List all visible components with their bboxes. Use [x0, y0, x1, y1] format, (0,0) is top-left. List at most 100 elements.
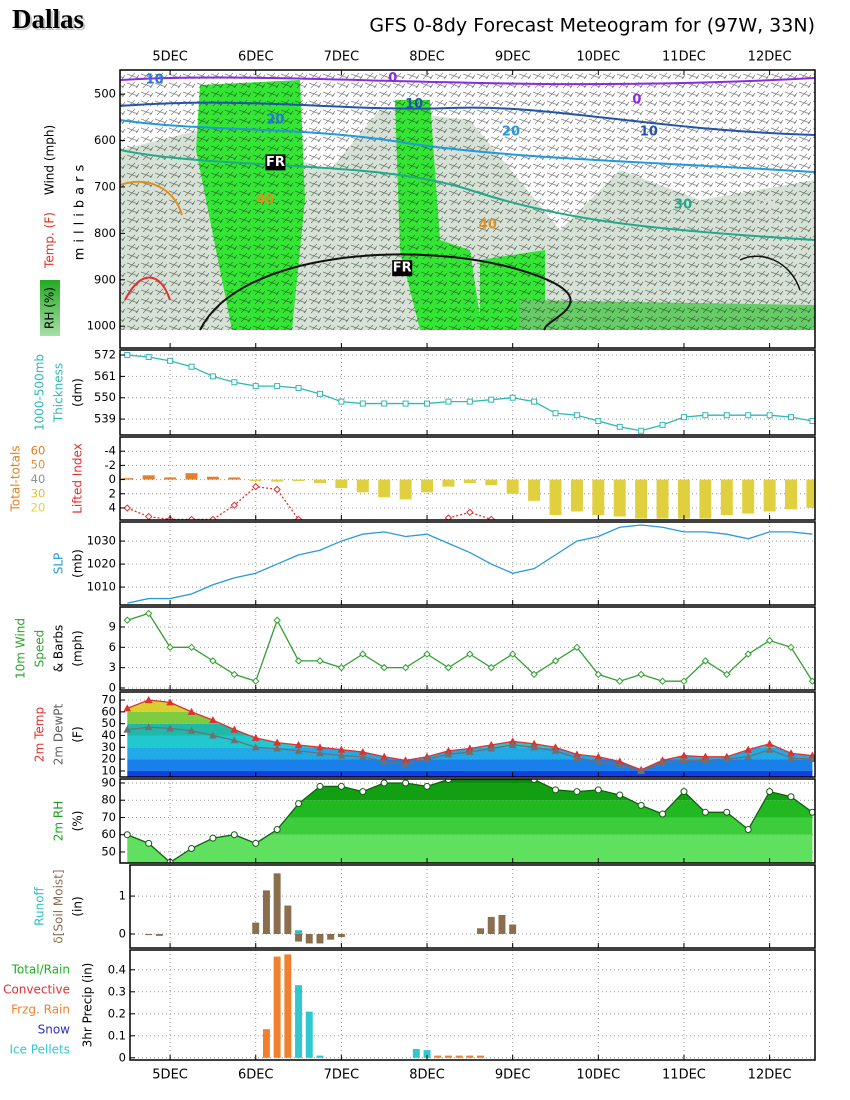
y-tick-label: 3 — [109, 660, 116, 674]
legend-entry: Total/Rain — [11, 963, 70, 977]
bar — [528, 479, 541, 501]
y-tick-label: 6 — [109, 640, 116, 654]
marker — [594, 786, 602, 794]
marker — [809, 418, 815, 425]
x-tick-label: 5DEC — [152, 1068, 188, 1083]
marker — [209, 716, 217, 724]
bar — [378, 479, 391, 498]
y-tick-label: 40 — [101, 728, 116, 742]
x-tick-label: 12DEC — [748, 50, 792, 65]
marker — [701, 756, 710, 764]
bar — [477, 928, 485, 934]
cross-section-decor — [120, 70, 815, 331]
marker — [637, 801, 645, 809]
x-tick-label: 8DEC — [409, 50, 445, 65]
marker — [551, 786, 559, 794]
bar — [284, 905, 292, 934]
bar — [273, 956, 281, 1058]
bar — [485, 479, 498, 486]
y2-tick-label: 50 — [31, 458, 46, 472]
panel-2 — [120, 437, 815, 520]
x-tick-label: 9DEC — [495, 50, 531, 65]
legend-entry: Convective — [3, 983, 70, 997]
marker — [531, 398, 538, 405]
y-tick-label: 1000 — [87, 319, 116, 333]
bar — [434, 1055, 442, 1058]
y-axis-label: Wind (mph) — [43, 125, 57, 195]
y-tick-label: 9 — [109, 619, 116, 633]
marker — [787, 793, 795, 801]
marker — [744, 752, 753, 760]
isotherm — [120, 76, 815, 86]
legend-entry: Snow — [38, 1023, 71, 1037]
marker — [788, 414, 795, 421]
marker — [209, 373, 216, 380]
bar — [399, 479, 412, 500]
y-tick-label: 50 — [101, 716, 116, 730]
y2-tick-label: 20 — [31, 501, 46, 515]
y-axis-label: millibars — [73, 160, 88, 260]
marker — [487, 744, 496, 752]
isotherm — [739, 255, 801, 291]
marker — [294, 657, 303, 665]
marker — [616, 423, 623, 430]
y-axis-label: (in) — [71, 896, 85, 916]
x-tick-label: 6DEC — [238, 50, 274, 65]
marker — [637, 670, 645, 679]
bar — [423, 1050, 431, 1058]
y-tick-label: 0.4 — [108, 962, 126, 976]
bar — [677, 479, 690, 519]
marker — [466, 508, 474, 517]
bar — [228, 477, 241, 480]
panel-7 — [130, 865, 815, 948]
bar — [305, 1011, 313, 1058]
marker — [658, 758, 667, 766]
bar — [699, 479, 712, 519]
marker — [338, 398, 345, 405]
marker — [744, 745, 753, 753]
y-tick-label: 900 — [94, 272, 116, 286]
x-tick-label: 7DEC — [324, 1068, 360, 1083]
y-tick-label: 0 — [119, 1050, 126, 1064]
y-axis-label: & Barbs — [52, 625, 66, 673]
marker — [680, 788, 688, 796]
marker — [252, 839, 260, 847]
marker — [765, 745, 774, 753]
marker — [230, 831, 238, 839]
marker — [509, 394, 516, 401]
marker — [487, 515, 495, 520]
y-tick-label: 10 — [101, 763, 116, 777]
marker — [573, 753, 581, 761]
y-tick-label: 1 — [119, 889, 126, 903]
bar — [466, 1055, 474, 1058]
x-tick-label: 12DEC — [748, 1068, 792, 1083]
marker — [723, 412, 730, 419]
panel-4 — [120, 607, 815, 690]
series-line — [448, 511, 492, 520]
area-band — [127, 770, 813, 777]
contour-label: 10 — [405, 97, 423, 112]
y-tick-label: 539 — [94, 412, 116, 426]
isotherm — [120, 101, 815, 136]
bar — [249, 479, 262, 481]
legend-entry: Ice Pellets — [9, 1043, 70, 1057]
marker — [188, 845, 196, 853]
marker — [209, 731, 217, 739]
y2-tick-label: 60 — [31, 443, 46, 457]
bar — [142, 475, 155, 480]
y-axis-label: δ[Soil Moist] — [52, 869, 66, 943]
marker — [551, 746, 560, 754]
bar — [421, 479, 434, 493]
marker — [423, 782, 431, 790]
contour-label: FR — [393, 261, 412, 276]
marker — [594, 670, 603, 679]
marker — [616, 677, 624, 685]
y-tick-label: 70 — [101, 693, 116, 707]
marker — [252, 383, 259, 390]
y-axis-label: Thickness — [52, 363, 66, 423]
marker — [252, 677, 260, 685]
marker — [209, 834, 217, 842]
marker — [209, 515, 217, 520]
marker — [637, 766, 645, 774]
